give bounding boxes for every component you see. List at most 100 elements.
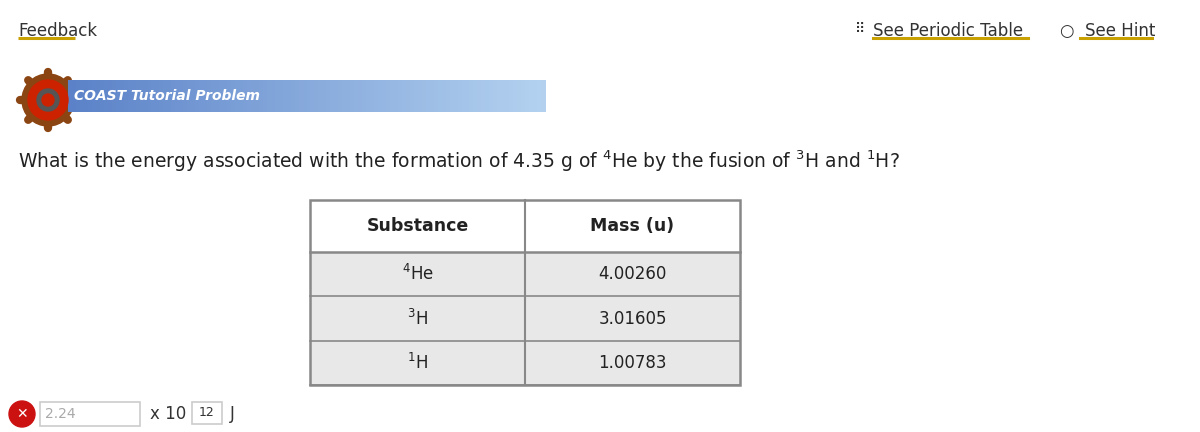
Bar (442, 80, 446, 112)
Text: ⠿: ⠿ (854, 22, 870, 36)
Bar (235, 80, 240, 112)
Bar (184, 80, 187, 112)
Bar (271, 80, 275, 112)
Bar (485, 80, 490, 112)
Bar (294, 80, 299, 112)
Bar (199, 80, 204, 112)
Bar (310, 252, 740, 296)
Text: See Periodic Table: See Periodic Table (874, 22, 1024, 40)
Bar (156, 80, 160, 112)
Bar (382, 80, 386, 112)
Text: 1.00783: 1.00783 (599, 354, 667, 372)
Bar (406, 80, 410, 112)
Bar (259, 80, 263, 112)
Bar (208, 80, 211, 112)
Bar (398, 80, 402, 112)
Text: x 10: x 10 (150, 405, 186, 423)
Bar (509, 80, 514, 112)
Bar (215, 80, 220, 112)
Bar (151, 80, 156, 112)
Bar (326, 80, 331, 112)
Bar (302, 80, 307, 112)
Bar (283, 80, 287, 112)
Bar (187, 80, 192, 112)
Bar (354, 80, 359, 112)
Bar (358, 80, 362, 112)
Bar (490, 80, 494, 112)
Bar (347, 80, 350, 112)
Circle shape (10, 401, 35, 427)
Text: ✕: ✕ (16, 407, 28, 421)
Bar (430, 80, 434, 112)
Bar (239, 80, 244, 112)
Bar (172, 80, 176, 112)
Bar (68, 80, 72, 112)
Bar (100, 80, 104, 112)
Bar (254, 80, 259, 112)
Bar (120, 80, 124, 112)
Bar (394, 80, 398, 112)
Text: 3.01605: 3.01605 (599, 309, 667, 327)
Bar (514, 80, 517, 112)
Text: 12: 12 (199, 406, 215, 419)
Bar (529, 80, 534, 112)
Bar (311, 80, 314, 112)
Text: COAST Tutorial Problem: COAST Tutorial Problem (74, 89, 260, 103)
Bar (505, 80, 510, 112)
Bar (175, 80, 180, 112)
Bar (378, 80, 383, 112)
Circle shape (22, 74, 74, 126)
Bar (466, 80, 470, 112)
Bar (160, 80, 164, 112)
Bar (450, 80, 454, 112)
Bar (410, 80, 414, 112)
Text: $^3$H: $^3$H (407, 308, 428, 329)
Text: $^4$He: $^4$He (402, 264, 433, 284)
Bar (310, 341, 740, 385)
Bar (526, 80, 529, 112)
Circle shape (42, 94, 54, 106)
Bar (366, 80, 371, 112)
Bar (478, 80, 482, 112)
Bar (263, 80, 268, 112)
Bar (323, 80, 326, 112)
Bar (481, 80, 486, 112)
Bar (541, 80, 546, 112)
Circle shape (37, 89, 59, 111)
Bar (136, 80, 140, 112)
Text: Substance: Substance (366, 217, 469, 235)
Text: 4.00260: 4.00260 (599, 265, 667, 283)
Bar (144, 80, 148, 112)
Text: ○  See Hint: ○ See Hint (1060, 22, 1156, 40)
Bar (350, 80, 355, 112)
Bar (88, 80, 92, 112)
Bar (454, 80, 458, 112)
Bar (115, 80, 120, 112)
Bar (310, 296, 740, 341)
Bar (247, 80, 251, 112)
Bar (426, 80, 431, 112)
Bar (103, 80, 108, 112)
Bar (148, 80, 152, 112)
Bar (108, 80, 113, 112)
Text: $^1$H: $^1$H (407, 353, 428, 373)
Bar (163, 80, 168, 112)
Bar (278, 80, 283, 112)
Bar (310, 200, 740, 385)
Bar (402, 80, 407, 112)
Bar (223, 80, 228, 112)
Bar (330, 80, 335, 112)
Bar (418, 80, 422, 112)
Bar (338, 80, 343, 112)
Bar (314, 80, 319, 112)
Bar (211, 80, 216, 112)
Bar (433, 80, 438, 112)
Bar (196, 80, 199, 112)
Bar (40, 402, 140, 426)
Bar (362, 80, 367, 112)
Bar (220, 80, 223, 112)
Bar (521, 80, 526, 112)
Bar (191, 80, 196, 112)
Bar (227, 80, 232, 112)
Bar (203, 80, 208, 112)
